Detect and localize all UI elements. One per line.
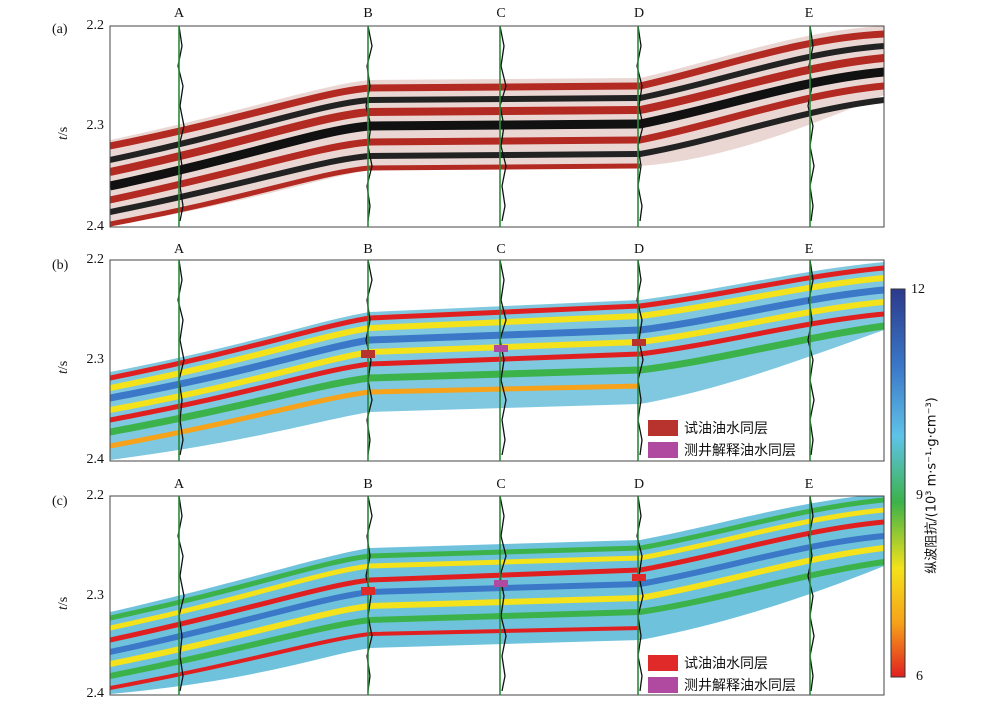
colorbar [890,288,906,678]
colorbar-tick-bot: 6 [916,669,923,684]
well-label-b-A: A [173,242,185,257]
well-label-c-B: B [363,477,373,492]
well-label-b-C: C [496,242,506,257]
legend-b: 试油油水同层 测井解释油水同层 [648,417,796,461]
well-label-c-E: E [804,477,814,492]
ytick-a-bot: 2.4 [86,219,105,234]
well-axes [178,26,811,695]
ytick-b-bot: 2.4 [86,452,105,467]
ytick-c-bot: 2.4 [86,686,105,701]
ytick-a-mid: 2.3 [86,118,105,133]
well-label-c-A: A [173,477,185,492]
legend-b-swatch-log [648,442,678,458]
ytick-c-mid: 2.3 [86,588,105,603]
legend-c-swatch-log [648,677,678,693]
panel-a-seismic [110,26,884,227]
marker-b-test-D [632,339,646,346]
well-label-a-C: C [496,6,506,21]
panel-a-frame [109,25,885,228]
marker-b-log-C [494,345,508,352]
ytick-c-top: 2.2 [86,488,105,503]
marker-c-test-B [361,587,375,595]
panel-c-label: (c) [52,494,68,509]
legend-c-item-test: 试油油水同层 [648,652,796,674]
well-label-c-C: C [496,477,506,492]
well-label-a-D: D [633,6,645,21]
legend-c-item-log: 测井解释油水同层 [648,674,796,696]
colorbar-title: 纵波阻抗/(10³ m·s⁻¹·g·cm⁻³) [924,397,940,574]
marker-b-test-B [361,350,375,358]
well-label-a-E: E [804,6,814,21]
colorbar-tick-top: 12 [911,282,925,297]
legend-b-item-test: 试油油水同层 [648,417,796,439]
ytick-a-top: 2.2 [86,18,105,33]
ytick-b-mid: 2.3 [86,352,105,367]
ytick-b-top: 2.2 [86,252,105,267]
well-label-a-B: B [363,6,373,21]
legend-b-item-log: 测井解释油水同层 [648,439,796,461]
legend-b-swatch-test [648,420,678,436]
colorbar-tick-mid: 9 [916,488,923,503]
well-label-b-E: E [804,242,814,257]
panel-a-label: (a) [52,22,68,37]
marker-c-test-D [632,574,646,581]
well-label-a-A: A [173,6,185,21]
well-label-c-D: D [633,477,645,492]
panel-b-frame [109,259,885,462]
panel-b-label: (b) [52,258,69,273]
legend-c-swatch-test [648,655,678,671]
well-label-b-B: B [363,242,373,257]
well-label-b-D: D [633,242,645,257]
marker-c-log-C [494,580,508,587]
legend-c: 试油油水同层 测井解释油水同层 [648,652,796,696]
panel-c-frame [109,495,885,696]
panel-b-impedance [110,262,884,460]
